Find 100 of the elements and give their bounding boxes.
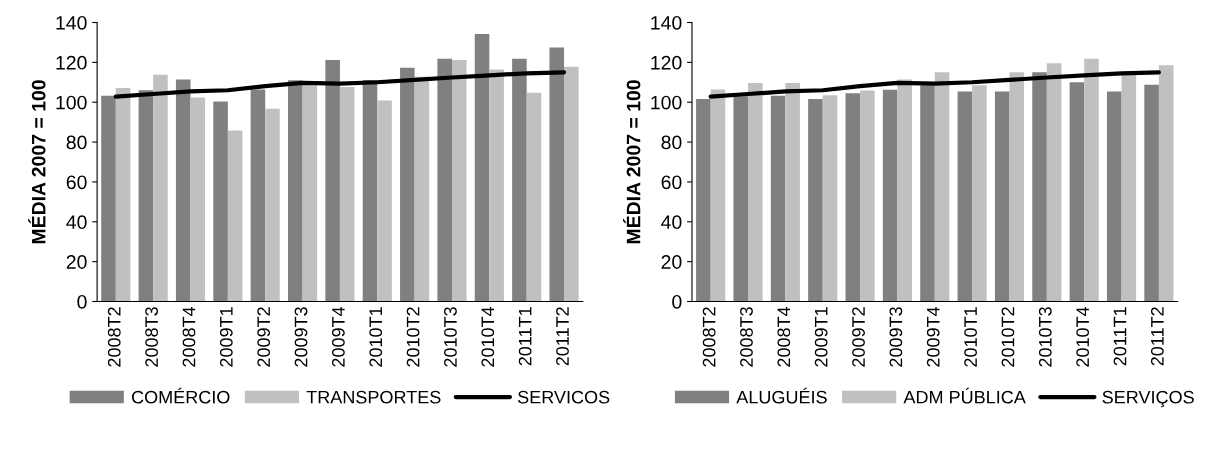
x-tick-label: 2010T1: [964, 307, 977, 367]
bar: [1121, 75, 1137, 302]
y-tick-label: 140: [56, 15, 87, 30]
x-tick-label: 2009T1: [814, 307, 828, 367]
x-tick-label: 2008T4: [182, 306, 196, 367]
bar: [748, 82, 763, 302]
y-tick-label: 60: [66, 175, 87, 190]
x-tick-label: 2009T2: [257, 307, 271, 367]
line-series: [113, 70, 567, 99]
y-tick-label: 40: [661, 215, 682, 230]
bar: [325, 59, 340, 302]
y-tick-label: 140: [651, 15, 682, 30]
bar: [564, 66, 579, 302]
legend-label: TRANSPORTES: [306, 390, 441, 404]
bar: [227, 130, 243, 302]
bar: [138, 90, 154, 302]
x-tick-label: 2010T4: [1076, 306, 1090, 367]
bar: [1158, 65, 1174, 302]
bar: [1046, 63, 1062, 302]
bar: [808, 99, 823, 302]
bar: [1084, 58, 1099, 302]
bar: [526, 92, 542, 302]
x-tick-label: 2009T4: [926, 306, 940, 367]
legend-label: ADM PÚBLICA: [903, 387, 1026, 404]
bar: [1144, 84, 1159, 302]
bar: [770, 95, 786, 302]
x-tick-label: 2009T4: [331, 306, 345, 367]
legend-label: SERVIÇOS: [1102, 390, 1194, 408]
bar: [1009, 72, 1025, 302]
bar: [400, 67, 415, 302]
x-tick-label: 2009T1: [219, 307, 233, 367]
bar: [696, 99, 711, 302]
bar: [437, 58, 452, 302]
x-tick-label: 2008T3: [740, 307, 753, 367]
bar: [115, 88, 131, 302]
bar: [920, 85, 935, 302]
bar: [474, 34, 490, 302]
bar: [250, 89, 266, 302]
bar: [845, 93, 861, 302]
x-tick-label: 2010T3: [1038, 307, 1052, 367]
y-tick-label: 80: [66, 135, 87, 150]
x-tick-label: 2010T2: [406, 307, 420, 367]
bar: [512, 58, 527, 302]
x-tick-label: 2011T2: [1150, 307, 1164, 366]
bar: [362, 79, 378, 302]
y-tick-label: 120: [651, 55, 682, 70]
y-tick-label: 0: [77, 294, 87, 309]
x-tick-label: 2010T4: [481, 306, 495, 367]
bar: [377, 100, 392, 302]
x-tick-label: 2011T1: [1113, 307, 1127, 366]
y-tick-label: 100: [56, 95, 87, 110]
bar: [288, 80, 303, 302]
y-axis-title: MÉDIA 2007 = 100: [28, 80, 46, 244]
bar: [957, 91, 973, 302]
bar: [1106, 91, 1122, 302]
legend-label: COMÉRCIO: [131, 387, 230, 404]
legend-label: SERVICOS: [517, 390, 610, 404]
bar: [414, 76, 430, 302]
bar: [822, 95, 838, 302]
x-tick-label: 2011T1: [518, 307, 532, 366]
x-tick-label: 2010T3: [444, 307, 457, 367]
bar: [213, 101, 228, 302]
bar: [860, 90, 875, 302]
x-tick-label: 2010T2: [1001, 307, 1015, 367]
bar: [153, 74, 168, 302]
bar: [934, 72, 950, 302]
y-axis-title: MÉDIA 2007 = 100: [623, 80, 641, 244]
line-series: [708, 70, 1161, 99]
bar: [549, 47, 565, 302]
x-tick-label: 2010T1: [369, 307, 383, 367]
bar: [190, 97, 206, 302]
x-tick-label: 2008T2: [702, 307, 716, 367]
y-tick-label: 100: [651, 95, 682, 110]
x-tick-label: 2008T2: [107, 307, 121, 367]
y-tick-label: 40: [66, 215, 87, 230]
y-tick-label: 20: [66, 255, 87, 269]
bar: [175, 79, 191, 302]
x-tick-label: 2008T4: [777, 306, 791, 367]
bar: [733, 96, 749, 302]
bar: [897, 79, 912, 302]
bar: [882, 89, 898, 302]
bar: [785, 82, 800, 302]
y-tick-label: 0: [672, 294, 682, 309]
bar: [710, 89, 726, 302]
x-tick-label: 2009T3: [889, 307, 903, 367]
bar: [451, 59, 467, 302]
bar: [302, 85, 318, 302]
bar: [101, 95, 116, 302]
x-tick-label: 2008T3: [145, 307, 158, 367]
x-tick-label: 2011T2: [556, 307, 569, 366]
y-tick-label: 120: [56, 55, 87, 70]
bar: [1032, 72, 1047, 302]
bar: [994, 91, 1010, 302]
x-tick-label: 2009T2: [852, 307, 865, 367]
legend-label: ALUGUÉIS: [736, 387, 827, 404]
x-tick-label: 2009T3: [294, 307, 308, 367]
y-tick-label: 80: [661, 135, 682, 150]
bar: [489, 69, 504, 302]
bar: [265, 108, 280, 302]
y-tick-label: 20: [661, 255, 682, 269]
